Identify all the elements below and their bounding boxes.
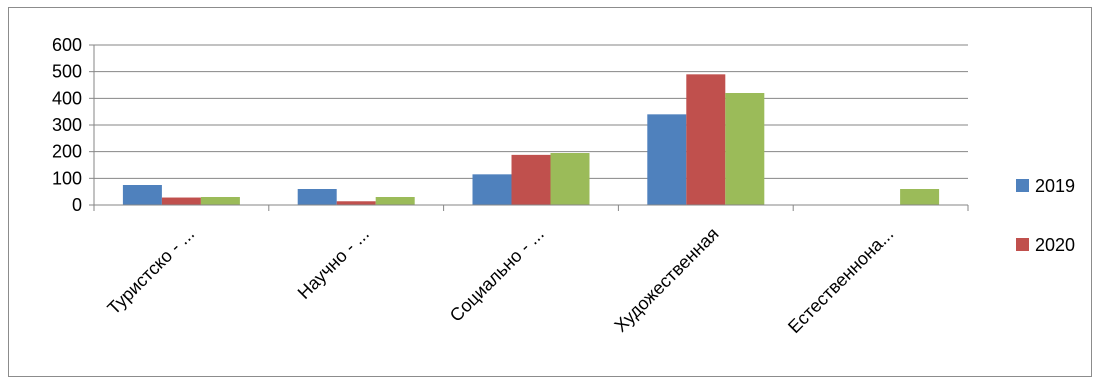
bar (550, 153, 590, 205)
bar (336, 201, 376, 205)
bar (122, 185, 162, 205)
x-category-label: Научно - ... (294, 224, 373, 303)
legend-label: 2019 (1035, 176, 1075, 196)
bar (511, 154, 551, 205)
bar (725, 93, 765, 205)
bar (686, 74, 726, 205)
x-category-label: Социально - ... (446, 224, 548, 326)
bar (297, 189, 337, 205)
bar (200, 197, 240, 205)
bars-layer (122, 74, 940, 205)
y-tick-label: 300 (52, 115, 82, 135)
bar (375, 197, 415, 205)
bar-chart: 0 100 200 300 400 500 600 Туристско - ... Научно… (52, 35, 1075, 337)
legend-swatch (1016, 238, 1029, 251)
legend-label: 2020 (1035, 235, 1075, 255)
bar (161, 197, 201, 205)
y-tick-label: 200 (52, 142, 82, 162)
bar (900, 189, 940, 205)
chart-frame: 0 100 200 300 400 500 600 Туристско - ... Научно… (8, 7, 1092, 377)
y-tick-label: 500 (52, 62, 82, 82)
grid-layer (94, 44, 968, 179)
legend: 2019 2020 (1016, 176, 1075, 255)
x-category-label: Естественнона... (784, 224, 897, 337)
x-category-label: Туристско - ... (103, 224, 198, 319)
y-tick-label: 400 (52, 88, 82, 108)
bar (647, 114, 687, 205)
y-tick-label: 600 (52, 35, 82, 55)
bar (472, 174, 512, 205)
x-category-label: Художественная (610, 224, 722, 336)
y-tick-label: 100 (52, 168, 82, 188)
y-tick-label: 0 (72, 195, 82, 215)
legend-swatch (1016, 179, 1029, 192)
